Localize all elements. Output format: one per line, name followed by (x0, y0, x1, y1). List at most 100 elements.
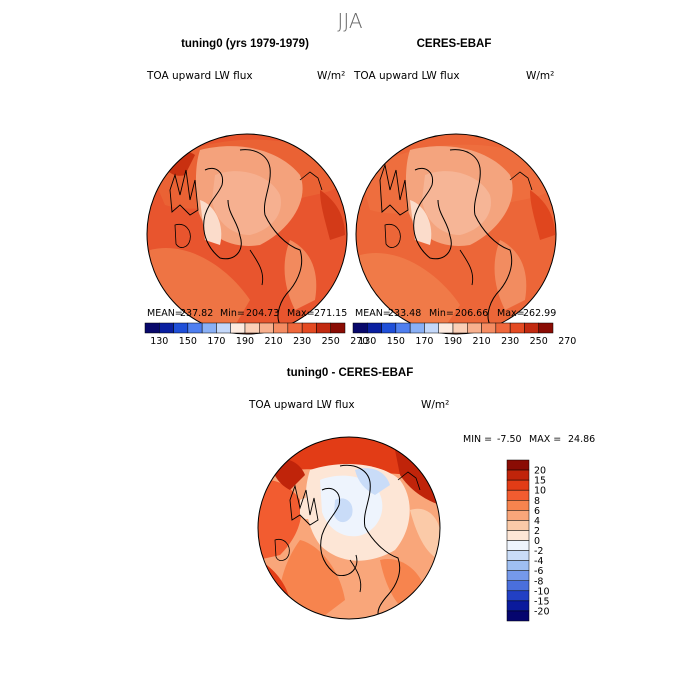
colorbar-panel-b-tick-label: 170 (415, 336, 433, 347)
colorbar-panel-a-tick-label: 130 (150, 336, 168, 347)
colorbar-panel-b: 130 150 170 190 210 230 250 270 (352, 322, 576, 347)
panel-b-units: W/m² (526, 70, 554, 82)
colorbar-panel-b-swatch (438, 322, 454, 334)
map-difference (257, 436, 441, 620)
colorbar-panel-b-swatch (524, 322, 539, 334)
colorbar-panel-b-swatch (452, 322, 468, 334)
panel-a-min: 204.73 (246, 308, 279, 319)
colorbar-panel-a-swatch (273, 322, 289, 334)
colorbar-difference-swatch (506, 500, 530, 511)
colorbar-panel-b-tick-label: 210 (473, 336, 491, 347)
panel-a-max-label: Max= (287, 308, 315, 319)
colorbar-difference-tick-label: -8 (534, 576, 543, 587)
colorbar-panel-b-swatch (538, 322, 554, 334)
colorbar-panel-b-tick-label: 150 (387, 336, 405, 347)
colorbar-panel-a-swatch (230, 322, 246, 334)
colorbar-difference-swatch (506, 600, 530, 612)
season-title: JJA (337, 9, 362, 33)
colorbar-panel-a-swatch (216, 322, 231, 334)
map-tuning0 (146, 133, 348, 335)
colorbar-panel-a-tick-label: 150 (179, 336, 197, 347)
panel-a-variable: TOA upward LW flux (146, 70, 253, 82)
colorbar-difference-tick-label: -6 (534, 566, 543, 577)
colorbar-panel-a: 130 150 170 190 210 230 250 270 (144, 322, 368, 347)
colorbar-difference-swatch (506, 570, 530, 581)
colorbar-difference-swatch (506, 610, 530, 622)
panel-b-stats: MEAN= 233.48 Min= 206.66 Max= 262.99 (355, 308, 556, 319)
colorbar-difference-tick-label: 2 (534, 526, 540, 537)
colorbar-panel-a-tick-label: 170 (207, 336, 225, 347)
colorbar-panel-b-swatch (509, 322, 525, 334)
colorbar-difference-swatch (506, 550, 530, 561)
colorbar-difference-swatch (506, 459, 530, 471)
colorbar-panel-a-swatch (330, 322, 346, 334)
colorbar-difference-tick-label: -4 (534, 556, 543, 567)
colorbar-panel-a-tick-label: 210 (265, 336, 283, 347)
colorbar-panel-b-swatch (424, 322, 439, 334)
colorbar-panel-b-tick-label: 250 (530, 336, 548, 347)
panel-a-mean-label: MEAN= (147, 308, 183, 319)
colorbar-panel-b-tick-label: 190 (444, 336, 462, 347)
colorbar-panel-a-swatch (259, 322, 274, 334)
colorbar-panel-a-swatch (144, 322, 160, 334)
colorbar-difference-tick-label: -15 (534, 596, 550, 607)
colorbar-panel-b-swatch (352, 322, 368, 334)
difference-units: W/m² (421, 399, 449, 411)
colorbar-difference-swatch (506, 590, 530, 602)
colorbar-difference-swatch (506, 479, 530, 491)
panel-b-max-label: Max= (497, 308, 525, 319)
colorbar-difference-tick-label: -2 (534, 546, 543, 557)
colorbar-panel-a-swatch (201, 322, 217, 334)
difference-title: tuning0 - CERES-EBAF (287, 367, 414, 379)
colorbar-panel-a-tick-label: 270 (350, 336, 368, 347)
colorbar-difference-swatch (506, 580, 530, 592)
colorbar-panel-a-tick-label: 190 (236, 336, 254, 347)
colorbar-difference-tick-label: 8 (534, 496, 540, 507)
colorbar-panel-a-swatch (187, 322, 203, 334)
colorbar-difference-tick-label: 4 (534, 516, 540, 527)
panel-b-variable: TOA upward LW flux (353, 70, 460, 82)
map-ceres-ebaf (355, 133, 557, 335)
colorbar-difference-swatch (506, 540, 530, 551)
panel-a-title: tuning0 (yrs 1979-1979) (181, 38, 309, 50)
colorbar-panel-b-swatch (481, 322, 497, 334)
colorbar-panel-b-swatch (409, 322, 425, 334)
colorbar-panel-a-tick-label: 250 (322, 336, 340, 347)
colorbar-panel-b-swatch (467, 322, 482, 334)
difference-stats: MIN = -7.50 MAX = 24.86 (463, 434, 595, 445)
colorbar-difference-tick-label: 10 (534, 486, 546, 497)
colorbar-panel-a-swatch (316, 322, 331, 334)
colorbar-difference-swatch (506, 520, 530, 531)
colorbar-panel-a-swatch (287, 322, 303, 334)
colorbar-difference-tick-label: 6 (534, 506, 540, 517)
difference-variable: TOA upward LW flux (248, 399, 355, 411)
panel-b-max: 262.99 (523, 308, 556, 319)
colorbar-panel-b-swatch (367, 322, 382, 334)
panel-a-stats: MEAN= 237.82 Min= 204.73 Max= 271.15 (147, 308, 347, 319)
colorbar-panel-a-swatch (244, 322, 260, 334)
colorbar-difference-tick-label: -10 (534, 586, 550, 597)
colorbar-difference-tick-label: -20 (534, 606, 550, 617)
panel-a-min-label: Min= (220, 308, 245, 319)
panel-a-max: 271.15 (314, 308, 347, 319)
panel-b-mean-label: MEAN= (355, 308, 391, 319)
panel-b-mean: 233.48 (388, 308, 421, 319)
colorbar-difference-swatch (506, 510, 530, 521)
colorbar-panel-b-tick-label: 270 (558, 336, 576, 347)
panel-b-min: 206.66 (455, 308, 488, 319)
difference-min-label: MIN = (463, 434, 492, 445)
difference-min: -7.50 (497, 434, 522, 445)
colorbar-difference-tick-label: 20 (534, 466, 546, 477)
colorbar-panel-b-swatch (381, 322, 397, 334)
colorbar-difference-swatch (506, 489, 530, 501)
colorbar-panel-a-tick-label: 230 (293, 336, 311, 347)
colorbar-panel-b-tick-label: 230 (501, 336, 519, 347)
difference-max-label: MAX = (529, 434, 561, 445)
colorbar-difference-swatch (506, 560, 530, 571)
colorbar-difference-tick-label: 15 (534, 476, 546, 487)
colorbar-panel-b-swatch (495, 322, 511, 334)
panel-a-units: W/m² (317, 70, 345, 82)
panel-b-min-label: Min= (429, 308, 454, 319)
